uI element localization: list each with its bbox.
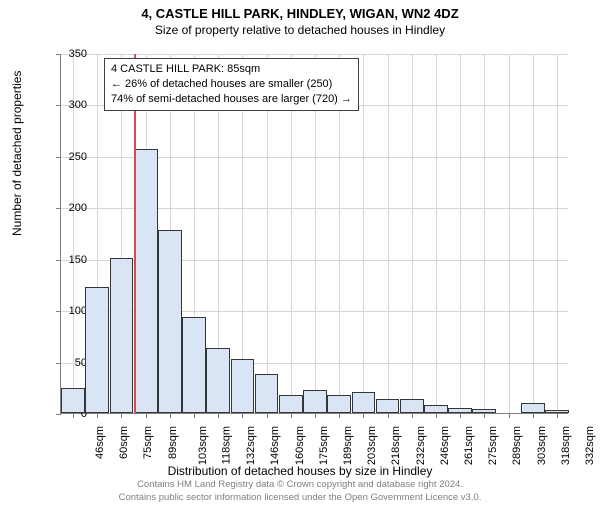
x-tick-label: 303sqm	[536, 426, 548, 465]
histogram-bar	[134, 149, 158, 413]
histogram-bar	[158, 230, 182, 413]
x-tick-mark	[194, 413, 195, 418]
histogram-bar	[521, 403, 545, 413]
grid-line	[557, 54, 558, 413]
x-tick-mark	[339, 413, 340, 418]
x-tick-mark	[460, 413, 461, 418]
x-tick-mark	[484, 413, 485, 418]
x-tick-label: 103sqm	[197, 426, 209, 465]
histogram-bar	[182, 317, 206, 413]
x-tick-mark	[557, 413, 558, 418]
histogram-bar	[206, 348, 230, 413]
x-tick-mark	[170, 413, 171, 418]
x-tick-label: 318sqm	[560, 426, 572, 465]
histogram-bar	[472, 409, 496, 413]
x-tick-label: 289sqm	[511, 426, 523, 465]
x-tick-label: 218sqm	[391, 426, 403, 465]
footer-line2: Contains public sector information licen…	[0, 492, 600, 504]
x-tick-label: 89sqm	[167, 426, 179, 459]
x-tick-mark	[436, 413, 437, 418]
grid-line	[509, 54, 510, 413]
x-tick-label: 146sqm	[270, 426, 282, 465]
histogram-bar	[448, 408, 472, 413]
grid-line	[484, 54, 485, 413]
x-tick-label: 261sqm	[463, 426, 475, 465]
histogram-bar	[85, 287, 109, 414]
x-tick-label: 246sqm	[439, 426, 451, 465]
x-axis-label: Distribution of detached houses by size …	[0, 464, 600, 478]
chart-area: 4 CASTLE HILL PARK: 85sqm ← 26% of detac…	[60, 54, 568, 414]
histogram-bar	[327, 395, 351, 414]
x-tick-mark	[267, 413, 268, 418]
x-tick-label: 332sqm	[584, 426, 596, 465]
grid-line	[363, 54, 364, 413]
x-tick-mark	[242, 413, 243, 418]
grid-line	[412, 54, 413, 413]
grid-line	[533, 54, 534, 413]
histogram-bar	[231, 359, 255, 414]
footer-line1: Contains HM Land Registry data © Crown c…	[0, 479, 600, 491]
page-title: 4, CASTLE HILL PARK, HINDLEY, WIGAN, WN2…	[0, 6, 600, 21]
y-tick-label: 350	[57, 48, 87, 60]
x-tick-label: 232sqm	[415, 426, 427, 465]
histogram-bar	[110, 258, 134, 413]
annotation-box: 4 CASTLE HILL PARK: 85sqm ← 26% of detac…	[104, 58, 359, 111]
annotation-line3: 74% of semi-detached houses are larger (…	[111, 92, 352, 107]
x-tick-mark	[146, 413, 147, 418]
grid-line	[436, 54, 437, 413]
footer: Contains HM Land Registry data © Crown c…	[0, 479, 600, 504]
x-tick-label: 46sqm	[94, 426, 106, 459]
x-tick-mark	[509, 413, 510, 418]
x-tick-label: 60sqm	[118, 426, 130, 459]
histogram-bar	[376, 399, 400, 413]
x-tick-mark	[363, 413, 364, 418]
histogram-bar	[424, 405, 448, 413]
histogram-bar	[61, 388, 85, 413]
y-tick-label: 50	[57, 357, 87, 369]
x-tick-mark	[121, 413, 122, 418]
x-tick-label: 118sqm	[220, 426, 232, 464]
y-tick-label: 200	[57, 202, 87, 214]
histogram-bar	[400, 399, 424, 413]
x-tick-label: 203sqm	[366, 426, 378, 465]
x-tick-label: 175sqm	[318, 426, 330, 465]
y-tick-label: 100	[57, 305, 87, 317]
grid-line	[460, 54, 461, 413]
histogram-bar	[545, 410, 569, 413]
x-tick-mark	[388, 413, 389, 418]
x-tick-label: 275sqm	[487, 426, 499, 465]
y-tick-label: 300	[57, 99, 87, 111]
x-tick-mark	[533, 413, 534, 418]
page-subtitle: Size of property relative to detached ho…	[0, 23, 600, 37]
x-tick-mark	[315, 413, 316, 418]
y-axis-label: Number of detached properties	[10, 71, 24, 236]
x-tick-label: 75sqm	[143, 426, 155, 459]
y-tick-label: 150	[57, 254, 87, 266]
histogram-bar	[303, 390, 327, 413]
histogram-bar	[255, 374, 279, 413]
x-tick-mark	[412, 413, 413, 418]
grid-line	[388, 54, 389, 413]
annotation-line1: 4 CASTLE HILL PARK: 85sqm	[111, 62, 352, 77]
x-tick-label: 189sqm	[342, 426, 354, 465]
x-tick-label: 160sqm	[294, 426, 306, 465]
histogram-bar	[279, 395, 303, 414]
x-tick-mark	[291, 413, 292, 418]
x-tick-mark	[218, 413, 219, 418]
x-tick-label: 132sqm	[245, 426, 257, 465]
annotation-line2: ← 26% of detached houses are smaller (25…	[111, 77, 352, 92]
histogram-bar	[352, 392, 376, 413]
y-tick-label: 250	[57, 151, 87, 163]
x-tick-mark	[97, 413, 98, 418]
